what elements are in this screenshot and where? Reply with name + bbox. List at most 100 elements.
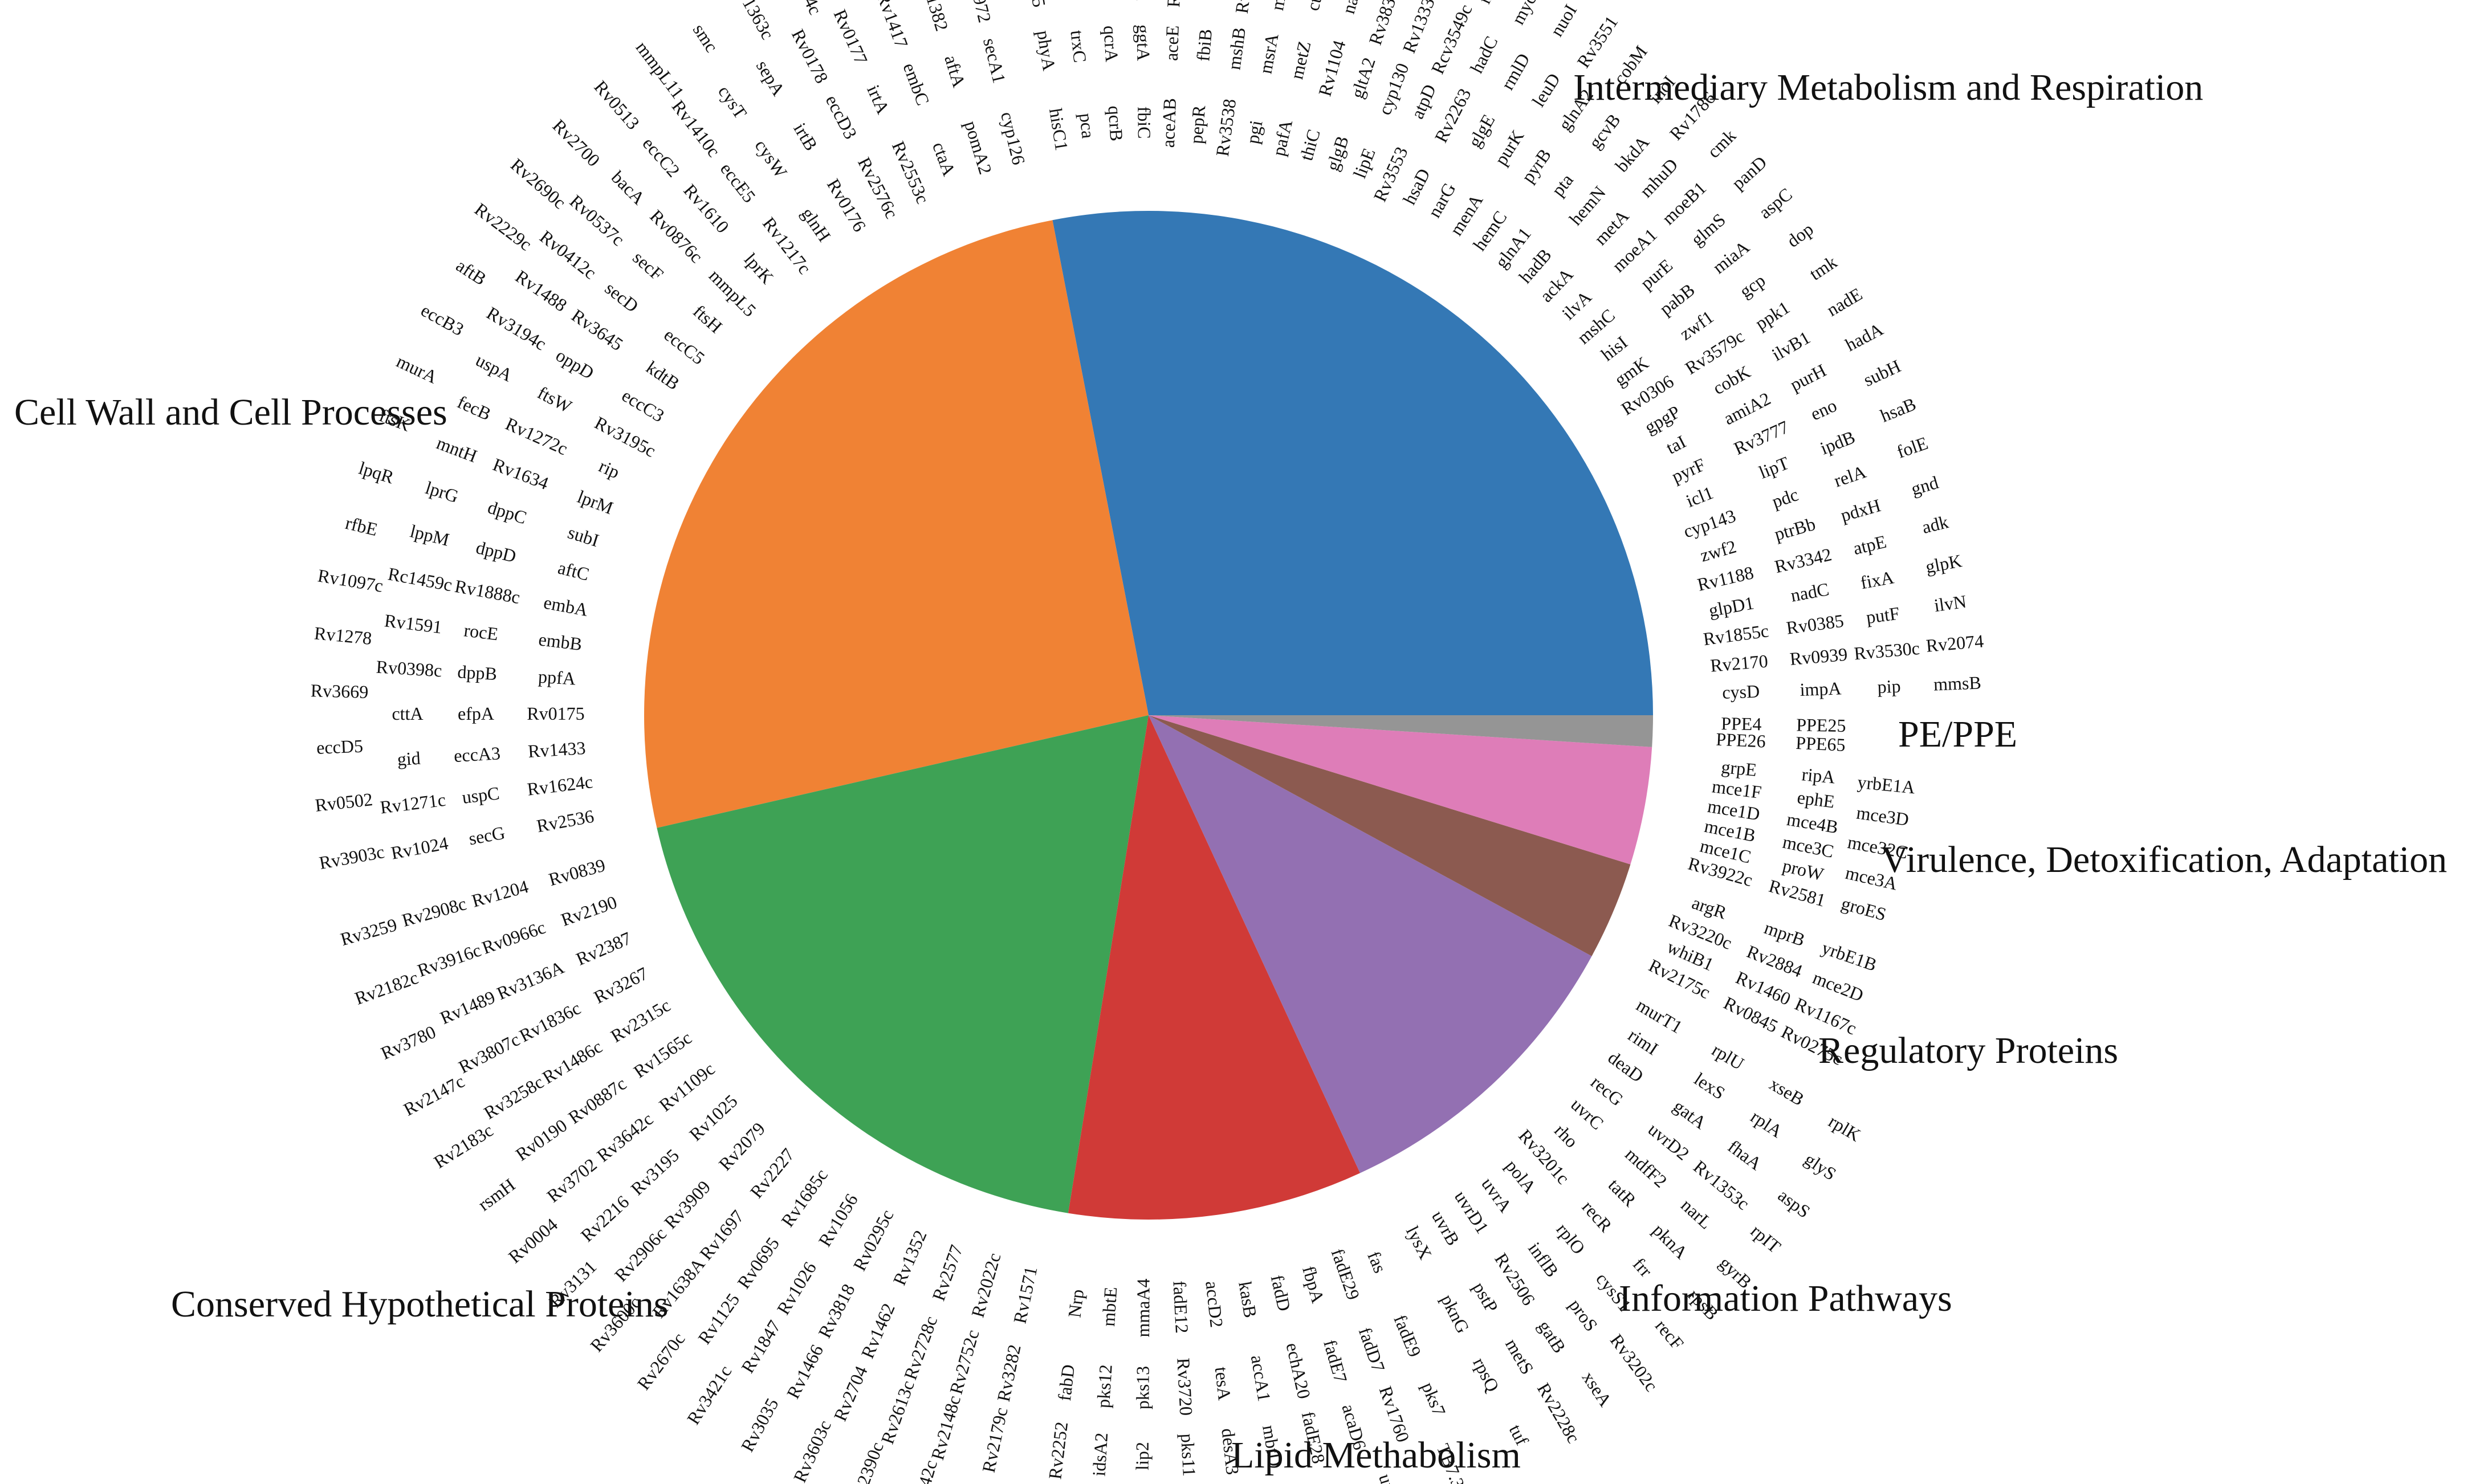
gene-label: recG [1587,1071,1627,1110]
gene-label: lipT [1756,452,1792,483]
gene-label: relA [1831,461,1868,491]
gene-label: folE [1894,433,1931,462]
gene-label: Rv0385 [1785,610,1845,638]
gene-label: Rv0175 [527,703,584,724]
gene-label: trxC [1066,29,1090,63]
gene-label: Rv2752c [946,1327,983,1396]
pie-slice [1149,715,1631,956]
gene-label: mmpL11 [632,37,689,102]
gene-label: rplO [1553,1219,1590,1258]
gene-label: rimI [1625,1025,1662,1059]
gene-label: ppfA [538,666,576,689]
category-label: Information Pathways [1619,1278,1952,1319]
gene-label: ggtA [1133,25,1154,61]
gene-label: Rv1489 [437,986,498,1028]
gene-label: qcrB [1105,105,1127,141]
gene-label: tatR [1605,1175,1641,1211]
gene-label: purK [1491,126,1528,169]
gene-label: mmaA4 [1133,1278,1154,1337]
gene-label: cyp130 [1374,60,1413,118]
gene-label: dop [1783,218,1817,251]
gene-label: msrA [1255,32,1282,75]
gene-label: aftB [453,255,490,289]
gene-label: uvrA [1477,1173,1516,1216]
gene-label: Rv3909 [660,1176,715,1233]
pie-slice [1052,210,1653,715]
gene-label: lpqR [356,458,397,488]
gene-label: Rv1624c [526,771,594,800]
gene-label: fadD7 [1355,1324,1389,1374]
gene-label: xseA [1578,1368,1616,1410]
gene-label: Rv3603c [789,1417,836,1484]
pie-slice [657,715,1149,1213]
gene-label: pstP [1469,1278,1503,1316]
gene-label: Rv1278 [314,622,373,649]
gene-label: nat [1338,0,1363,16]
gene-label: Rv0939 [1789,644,1848,669]
gene-label: mshB [1223,26,1249,71]
gene-label: Rv3837c [1365,0,1405,47]
gene-label: hisI [1597,332,1631,365]
gene-label: aceAB [1158,97,1180,148]
gene-label: rpsQ [1469,1354,1503,1395]
gene-label: fas [1363,1248,1391,1275]
gene-label: mbtE [1098,1286,1121,1327]
gene-label: narL [1677,1194,1716,1233]
gene-label: nadE [1823,283,1866,320]
gene-label: Rv2170 [1709,650,1769,675]
gene-label: tmk [1806,251,1841,284]
gene-label: Rv3702 [543,1154,600,1206]
gene-label: purE [1636,255,1677,293]
gene-label: uvrD2 [1644,1119,1693,1164]
gene-label: recR [1578,1197,1617,1237]
category-label: Regulatory Proteins [1818,1030,2118,1071]
gene-label: subH [1860,356,1903,390]
gene-label: Rv2179c [978,1406,1012,1474]
gene-label: purH [1786,360,1829,395]
gene-label: fadE7 [1320,1338,1351,1385]
gene-label: zwf1 [1676,306,1717,344]
gene-label: fadE9 [1390,1312,1425,1360]
gene-label: fbiB [1192,28,1216,62]
gene-label: mmsB [1933,672,1981,695]
gene-label: Rv2613c [877,1378,918,1447]
gene-label: icl1 [1683,482,1716,511]
gene-label: Rv1433 [527,737,586,761]
gene-label: Rv1204 [470,876,531,911]
gene-label: Rv2906c [610,1224,670,1286]
gene-label: pgi [1242,119,1267,145]
gene-label: Rv1106c [1163,0,1186,8]
gene-label: Rv0295c [849,1206,897,1274]
gene-label: Rv3720 [1173,1357,1196,1416]
gene-label: gcp [1736,270,1769,301]
gene-label: Rv1417 [873,0,912,51]
gene-label: Rv0502 [314,789,374,816]
gene-label: Rc1459c [386,563,454,595]
gene-label: polA [1501,1156,1540,1197]
gene-label: Rv1025 [685,1090,742,1144]
gene-label: thiC [1296,127,1324,163]
gene-label: glmS [1687,209,1729,250]
gene-label: nadC [1789,578,1831,606]
gene-label: PPE65 [1796,732,1846,755]
gene-label: aceE [1161,25,1183,61]
gene-label: Rv3645 [568,305,627,354]
gene-label: Rv2190 [558,891,620,930]
gene-label: Rv2073c [1231,0,1260,15]
gene-label: Rv1571 [1009,1265,1041,1326]
gene-label: Rv0774c [779,0,826,18]
gene-label: Rv3807c [455,1029,523,1077]
gene-label: rplA [1747,1106,1786,1141]
gene-label: eccB3 [418,300,467,340]
gene-label: inflB [1524,1238,1563,1281]
gene-label: hadC [1466,32,1502,76]
gene-label: glnH [797,203,835,245]
gene-label: pdc [1769,484,1801,512]
gene-label: gcvB [1585,109,1625,152]
gene-label: aspS [1774,1185,1814,1222]
gene-label: gatA [1670,1095,1710,1133]
gene-label: rip [596,455,622,482]
gene-label: taI [1663,431,1689,458]
gene-label: metZ [1286,39,1314,81]
gene-label: glyS [1801,1148,1840,1184]
